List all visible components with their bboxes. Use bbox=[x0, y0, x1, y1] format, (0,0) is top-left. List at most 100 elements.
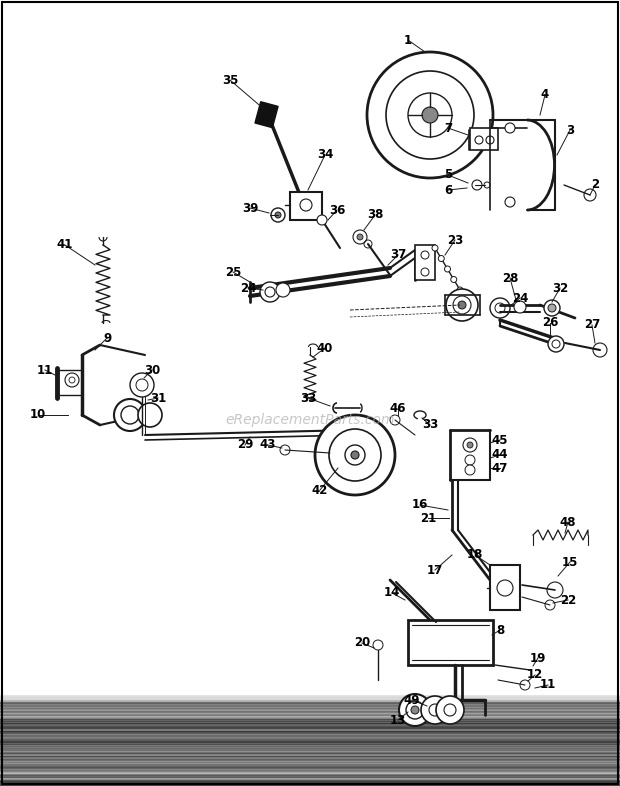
Text: 41: 41 bbox=[57, 238, 73, 252]
Circle shape bbox=[505, 197, 515, 207]
Circle shape bbox=[463, 438, 477, 452]
Text: 38: 38 bbox=[367, 208, 383, 222]
Text: 1: 1 bbox=[404, 34, 412, 46]
Text: 29: 29 bbox=[237, 439, 253, 451]
Circle shape bbox=[438, 255, 445, 262]
Text: 25: 25 bbox=[225, 266, 241, 278]
Circle shape bbox=[422, 107, 438, 123]
Text: 21: 21 bbox=[420, 512, 436, 524]
Text: 27: 27 bbox=[584, 318, 600, 332]
Text: 46: 46 bbox=[390, 402, 406, 414]
Text: 31: 31 bbox=[150, 391, 166, 405]
Circle shape bbox=[130, 373, 154, 397]
Bar bbox=[470, 128, 498, 150]
Circle shape bbox=[548, 304, 556, 312]
Text: 40: 40 bbox=[317, 341, 333, 354]
Circle shape bbox=[445, 266, 451, 272]
Circle shape bbox=[351, 451, 359, 459]
Text: 16: 16 bbox=[412, 498, 428, 512]
Circle shape bbox=[465, 465, 475, 475]
Text: 35: 35 bbox=[222, 74, 238, 86]
Circle shape bbox=[114, 399, 146, 431]
Circle shape bbox=[275, 212, 281, 218]
Circle shape bbox=[65, 373, 79, 387]
Circle shape bbox=[505, 123, 515, 133]
Text: 44: 44 bbox=[492, 449, 508, 461]
Text: 26: 26 bbox=[542, 317, 558, 329]
Circle shape bbox=[357, 234, 363, 240]
Circle shape bbox=[444, 704, 456, 716]
Circle shape bbox=[406, 701, 424, 719]
Circle shape bbox=[432, 245, 438, 251]
Circle shape bbox=[353, 230, 367, 244]
Text: eReplacementParts.com: eReplacementParts.com bbox=[225, 413, 395, 427]
Circle shape bbox=[399, 694, 431, 726]
Circle shape bbox=[465, 455, 475, 465]
Circle shape bbox=[497, 580, 513, 596]
Text: 4: 4 bbox=[541, 89, 549, 101]
Circle shape bbox=[451, 277, 457, 282]
Circle shape bbox=[421, 268, 429, 276]
Text: 6: 6 bbox=[444, 183, 452, 196]
Bar bbox=[0, 740, 620, 770]
Text: 2: 2 bbox=[591, 178, 599, 192]
Text: 47: 47 bbox=[492, 461, 508, 475]
Circle shape bbox=[472, 180, 482, 190]
Text: 32: 32 bbox=[552, 281, 568, 295]
Text: 37: 37 bbox=[390, 248, 406, 262]
Circle shape bbox=[276, 283, 290, 297]
Text: 33: 33 bbox=[300, 391, 316, 405]
Text: 24: 24 bbox=[512, 292, 528, 304]
Bar bbox=[0, 706, 620, 714]
Circle shape bbox=[345, 445, 365, 465]
Bar bbox=[255, 101, 278, 127]
Circle shape bbox=[495, 303, 505, 313]
Text: 18: 18 bbox=[467, 549, 483, 561]
Circle shape bbox=[300, 199, 312, 211]
Text: 15: 15 bbox=[562, 556, 578, 568]
Bar bbox=[0, 700, 620, 704]
Circle shape bbox=[421, 696, 449, 724]
Circle shape bbox=[514, 301, 526, 313]
Circle shape bbox=[315, 415, 395, 495]
Text: 9: 9 bbox=[103, 332, 111, 344]
Text: 23: 23 bbox=[447, 233, 463, 247]
Circle shape bbox=[411, 706, 419, 714]
Text: 14: 14 bbox=[384, 586, 400, 600]
Text: 39: 39 bbox=[242, 201, 258, 215]
Text: 11: 11 bbox=[540, 678, 556, 692]
Circle shape bbox=[544, 300, 560, 316]
Circle shape bbox=[548, 336, 564, 352]
Circle shape bbox=[446, 289, 478, 321]
Text: 5: 5 bbox=[444, 168, 452, 182]
Bar bbox=[0, 775, 620, 786]
Text: 48: 48 bbox=[560, 516, 576, 528]
Bar bbox=[490, 565, 520, 610]
Circle shape bbox=[317, 215, 327, 225]
Text: 36: 36 bbox=[329, 204, 345, 216]
Circle shape bbox=[421, 251, 429, 259]
Circle shape bbox=[271, 208, 285, 222]
Circle shape bbox=[467, 442, 473, 448]
Text: 20: 20 bbox=[354, 637, 370, 649]
Circle shape bbox=[121, 406, 139, 424]
Circle shape bbox=[329, 429, 381, 481]
Circle shape bbox=[458, 301, 466, 309]
Text: 7: 7 bbox=[444, 122, 452, 134]
Text: 24: 24 bbox=[240, 281, 256, 295]
Text: 30: 30 bbox=[144, 363, 160, 376]
Text: 17: 17 bbox=[427, 564, 443, 576]
Circle shape bbox=[453, 296, 471, 314]
Text: 11: 11 bbox=[37, 363, 53, 376]
Text: 8: 8 bbox=[496, 623, 504, 637]
Text: 13: 13 bbox=[390, 714, 406, 726]
Circle shape bbox=[138, 403, 162, 427]
Text: 43: 43 bbox=[260, 439, 276, 451]
Circle shape bbox=[429, 704, 441, 716]
Text: 10: 10 bbox=[30, 409, 46, 421]
Text: 28: 28 bbox=[502, 271, 518, 285]
Circle shape bbox=[490, 298, 510, 318]
Circle shape bbox=[457, 287, 463, 293]
Text: 22: 22 bbox=[560, 593, 576, 607]
Bar bbox=[408, 620, 493, 665]
